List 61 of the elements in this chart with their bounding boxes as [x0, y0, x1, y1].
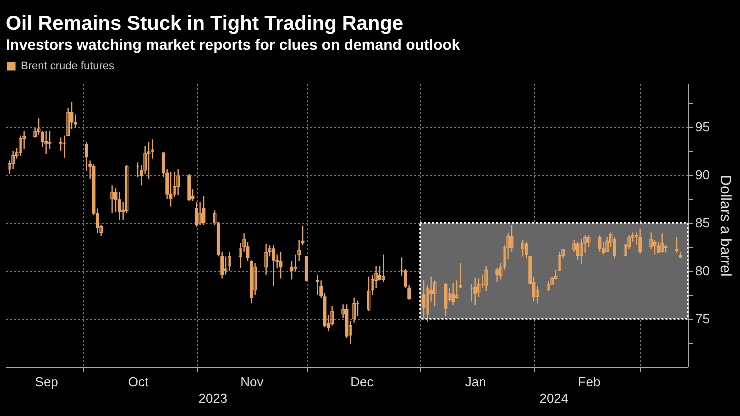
- candlestick: [660, 233, 664, 254]
- x-tick-label: Feb: [578, 374, 601, 390]
- x-tick-label: Jan: [465, 374, 486, 390]
- candlestick: [474, 277, 478, 306]
- candlestick: [316, 274, 320, 296]
- candlestick: [367, 276, 371, 312]
- candlestick: [118, 192, 122, 221]
- candlestick: [264, 244, 268, 276]
- candlestick: [298, 240, 302, 262]
- text: 2024: [540, 391, 569, 406]
- x-tick-label: Dec: [350, 374, 374, 390]
- candlestick: [484, 266, 488, 292]
- candlestick: [580, 238, 584, 265]
- x-tick-label: Nov: [240, 374, 264, 390]
- candlestick: [84, 142, 88, 172]
- x-tick-label: Oct: [128, 374, 149, 390]
- candlestick: [455, 280, 459, 300]
- candlestick: [675, 236, 679, 254]
- candlestick: [452, 282, 456, 306]
- candlestick: [572, 240, 576, 252]
- candlestick: [444, 282, 448, 317]
- chart-subtitle: Investors watching market reports for clues on demand outlook: [6, 37, 461, 54]
- y-tick-label: 95: [696, 120, 710, 135]
- candlestick: [304, 256, 308, 282]
- chart-title: Oil Remains Stuck in Tight Trading Range: [6, 13, 404, 35]
- candlestick: [176, 168, 180, 196]
- candlestick: [272, 244, 276, 288]
- candlestick: [224, 256, 228, 276]
- legend-label: Brent crude futures: [21, 60, 116, 72]
- candlestick: [382, 254, 386, 284]
- y-axis-title: Dollars a barrel: [716, 175, 734, 277]
- y-tick-label: 90: [696, 168, 710, 183]
- candlestick: [188, 174, 192, 202]
- text: 2023: [198, 391, 228, 406]
- candlestick: [294, 254, 298, 272]
- candlestick: [48, 130, 52, 150]
- candlestick: [18, 135, 22, 157]
- candlestick: [110, 185, 114, 214]
- candlestick: [352, 297, 356, 324]
- y-tick-label: 85: [696, 216, 710, 231]
- candlestick: [422, 280, 426, 320]
- candlestick: [279, 251, 283, 280]
- candlestick: [198, 201, 202, 226]
- x-tick-label: Sep: [35, 374, 58, 390]
- candlestick: [228, 251, 232, 272]
- candlestick: [147, 142, 151, 180]
- candlestick: [612, 236, 616, 260]
- candlestick: [12, 150, 16, 170]
- candlestick: [44, 130, 48, 155]
- y-tick-label: 75: [696, 312, 710, 327]
- candlestick: [536, 286, 540, 304]
- candlestick: [638, 228, 642, 254]
- candlestick: [496, 268, 500, 284]
- candlestick: [254, 262, 258, 296]
- candlestick: [194, 201, 198, 228]
- candlestick: [546, 281, 550, 292]
- candlestick: [521, 240, 525, 258]
- candlestick: [598, 234, 602, 252]
- candlestick: [606, 236, 610, 252]
- y-tick-label: 80: [696, 264, 710, 279]
- candlestick: [433, 280, 437, 308]
